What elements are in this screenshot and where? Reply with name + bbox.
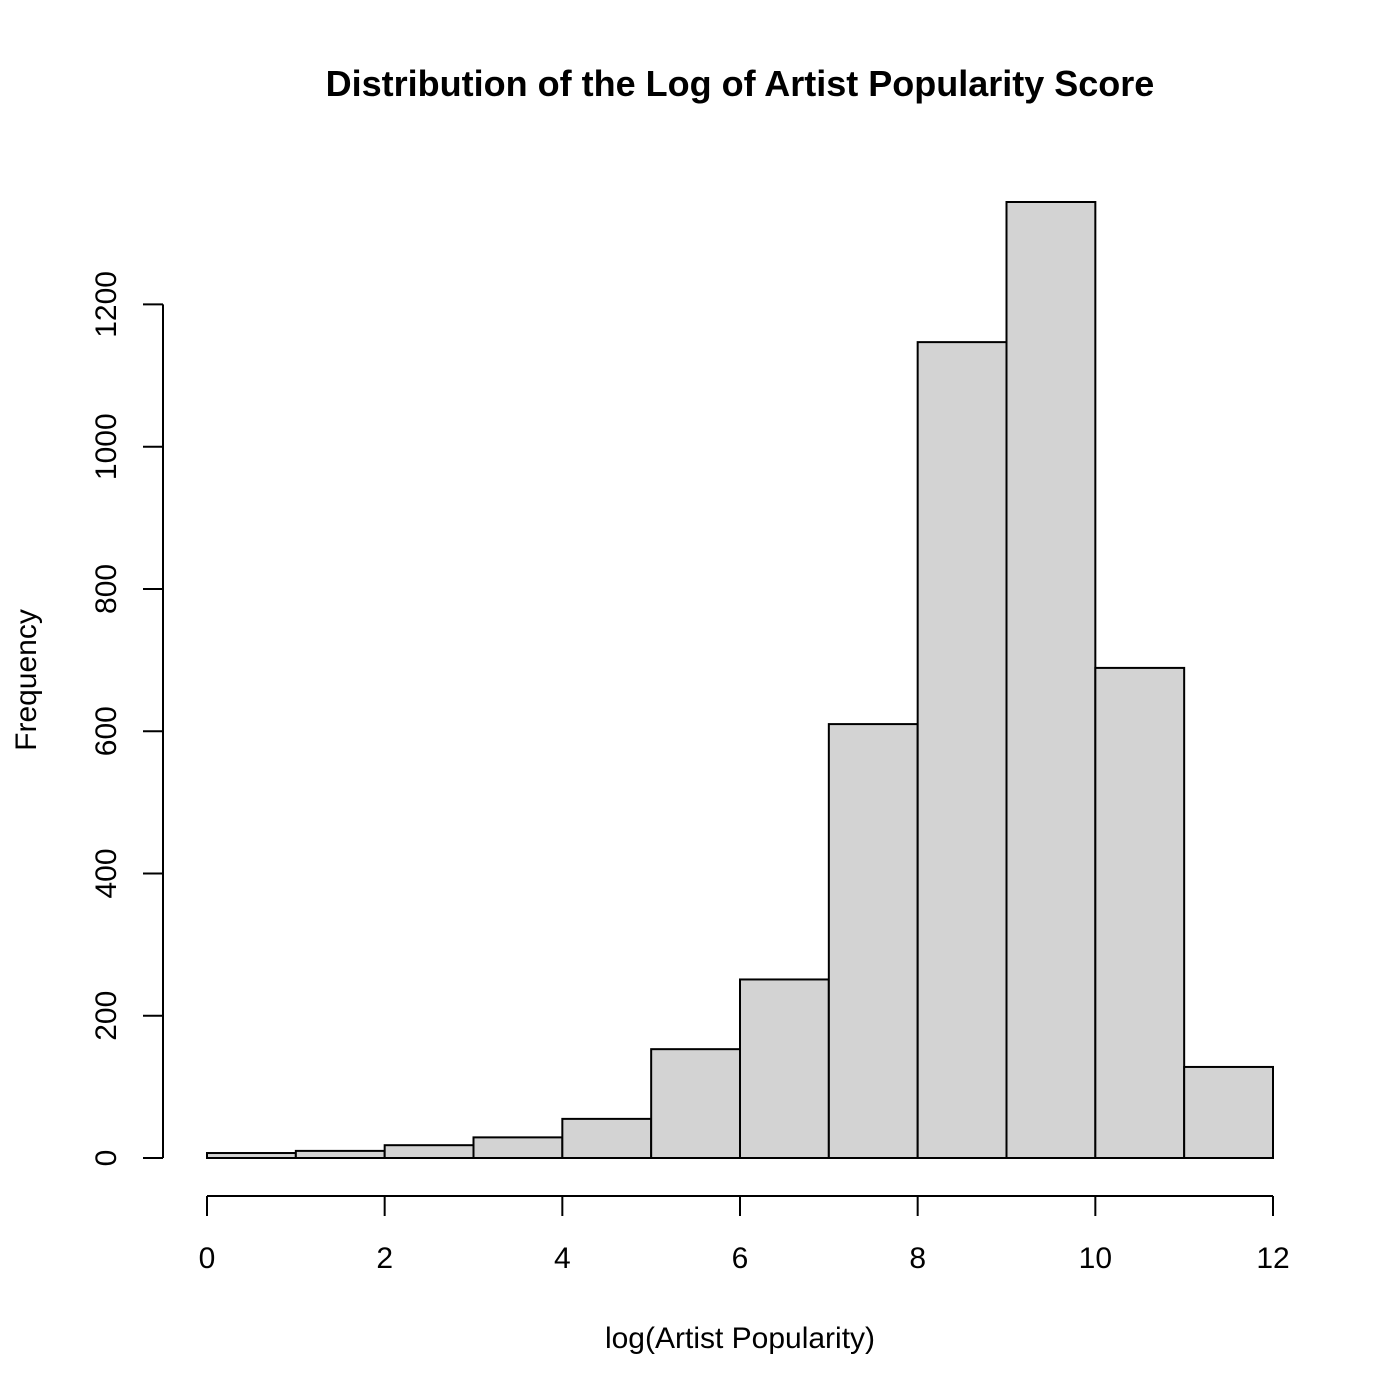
x-tick-label-3: 6 <box>732 1242 749 1275</box>
histogram-bar-11 <box>1183 1065 1274 1160</box>
y-tick-label-0: 0 <box>90 1150 123 1167</box>
y-tick-label-1: 200 <box>90 991 123 1041</box>
histogram-bar-3 <box>472 1136 564 1160</box>
x-tick-label-6: 12 <box>1256 1242 1289 1275</box>
histogram-bar-4 <box>561 1117 653 1159</box>
x-tick-label-0: 0 <box>199 1242 216 1275</box>
x-axis: 0 2 4 6 8 10 12 <box>199 1195 1290 1275</box>
x-axis-label: log(Artist Popularity) <box>605 1322 875 1355</box>
chart-title: Distribution of the Log of Artist Popula… <box>326 63 1155 104</box>
y-axis-label: Frequency <box>10 609 43 751</box>
x-tick-label-5: 10 <box>1079 1242 1112 1275</box>
bars-group <box>206 201 1274 1160</box>
y-tick-label-3: 600 <box>90 706 123 756</box>
histogram-bar-1 <box>294 1149 386 1160</box>
y-tick-label-2: 400 <box>90 848 123 898</box>
histogram-bar-9 <box>1005 201 1097 1159</box>
histogram-bar-8 <box>916 341 1008 1159</box>
histogram-bar-0 <box>206 1152 297 1160</box>
y-axis: 0 200 400 600 800 1000 1200 <box>90 271 164 1167</box>
y-tick-label-6: 1200 <box>90 271 123 338</box>
x-tick-label-2: 4 <box>554 1242 571 1275</box>
x-tick-label-1: 2 <box>376 1242 393 1275</box>
y-tick-label-5: 1000 <box>90 413 123 480</box>
y-tick-label-4: 800 <box>90 564 123 614</box>
histogram-bar-7 <box>827 723 919 1159</box>
histogram-bar-6 <box>739 978 830 1159</box>
histogram-bar-5 <box>650 1048 742 1160</box>
histogram-bar-10 <box>1094 666 1186 1159</box>
histogram-bar-2 <box>383 1144 475 1159</box>
x-tick-label-4: 8 <box>909 1242 926 1275</box>
